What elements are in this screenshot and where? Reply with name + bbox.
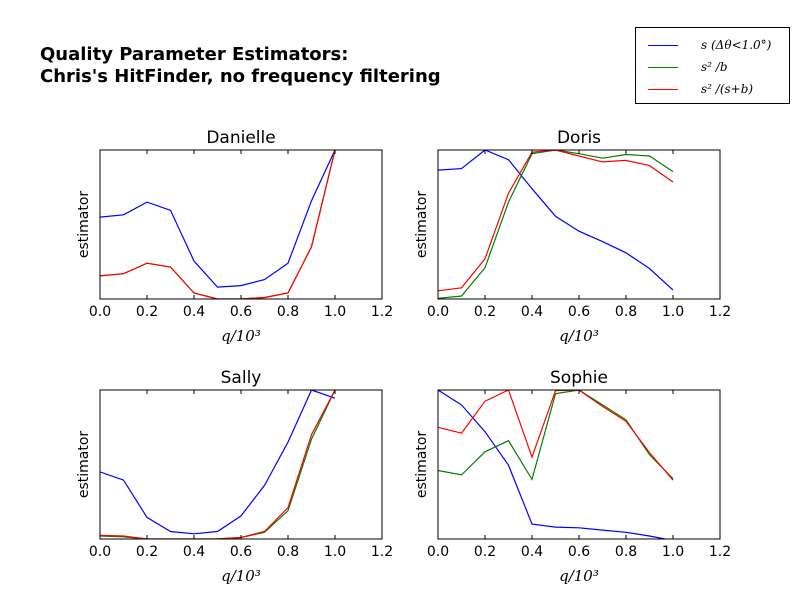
x-tick-label-3-2: 0.4	[521, 544, 543, 560]
legend-entry-s2-b: s² /b	[636, 58, 789, 78]
series-line-3-0	[438, 390, 669, 539]
axes-frame-2	[99, 389, 383, 540]
series-line-1-0	[438, 150, 674, 291]
series-line-1-1	[438, 150, 674, 299]
axes-frame-0	[99, 149, 383, 300]
y-axis-label-3: estimator	[414, 431, 430, 499]
x-axis-label-2: q/10³	[221, 567, 261, 585]
subplot-series-group-3	[438, 390, 674, 539]
axes-frame-3	[437, 389, 721, 540]
x-tick-label-2-5: 1.0	[324, 544, 346, 560]
x-tick-label-3-6: 1.2	[709, 544, 731, 560]
series-line-1-2	[438, 150, 674, 292]
y-axis-label-2: estimator	[76, 431, 92, 499]
x-tick-label-3-4: 0.8	[615, 544, 637, 560]
legend-entry-s2-sb: s² /(s+b)	[636, 80, 789, 100]
legend-entry-s: s (Δθ<1.0°)	[636, 36, 789, 56]
axes-frame-1	[437, 149, 721, 300]
x-tick-label-3-0: 0.0	[427, 544, 449, 560]
x-axis-label-1: q/10³	[559, 327, 599, 345]
legend: s (Δθ<1.0°) s² /b s² /(s+b)	[635, 27, 790, 104]
x-tick-label-2-0: 0.0	[89, 544, 111, 560]
x-tick-label-2-3: 0.6	[230, 544, 252, 560]
x-tick-label-3-5: 1.0	[662, 544, 684, 560]
subplot-title-2: Sally	[221, 368, 262, 388]
series-line-2-2	[100, 390, 336, 539]
x-tick-label-1-6: 1.2	[709, 304, 731, 320]
series-line-2-1	[100, 390, 336, 539]
x-tick-label-1-4: 0.8	[615, 304, 637, 320]
x-axis-label-3: q/10³	[559, 567, 599, 585]
x-tick-label-0-3: 0.6	[230, 304, 252, 320]
series-line-0-1	[100, 150, 336, 299]
subplot-series-group-1	[438, 150, 674, 299]
x-axis-label-0: q/10³	[221, 327, 261, 345]
x-tick-label-2-4: 0.8	[277, 544, 299, 560]
legend-label-s: s (Δθ<1.0°)	[701, 38, 772, 52]
x-tick-label-1-2: 0.4	[521, 304, 543, 320]
y-axis-label-0: estimator	[76, 191, 92, 259]
x-tick-label-2-1: 0.2	[136, 544, 158, 560]
x-tick-label-0-4: 0.8	[277, 304, 299, 320]
x-tick-label-0-5: 1.0	[324, 304, 346, 320]
y-axis-label-1: estimator	[414, 191, 430, 259]
x-tick-label-0-6: 1.2	[371, 304, 393, 320]
subplot-2: 0.0 0.2 0.4 0.6 0.8 1.0 1.2 Sally q/10³ estimator	[76, 368, 393, 585]
x-tick-label-2-6: 1.2	[371, 544, 393, 560]
series-line-2-0	[100, 390, 336, 535]
x-tick-label-1-0: 0.0	[427, 304, 449, 320]
figure-title: Quality Parameter Estimators: Chris's Hi…	[40, 44, 441, 88]
subplot-title-1: Doris	[557, 128, 601, 148]
series-line-0-0	[100, 150, 336, 288]
subplot-0: 0.0 0.2 0.4 0.6 0.8 1.0 1.2 Danielle q/10³ estima…	[76, 128, 393, 345]
figure-title-line-2: Chris's HitFinder, no frequency filterin…	[40, 66, 441, 87]
subplot-title-0: Danielle	[206, 128, 275, 148]
legend-swatch-red	[648, 89, 678, 90]
legend-swatch-blue	[648, 45, 678, 46]
figure-title-line-1: Quality Parameter Estimators:	[40, 44, 349, 65]
legend-swatch-green	[648, 67, 678, 68]
x-tick-label-1-3: 0.6	[568, 304, 590, 320]
series-line-3-1	[438, 390, 674, 481]
legend-label-s2-b: s² /b	[701, 60, 728, 74]
subplot-series-group-2	[100, 390, 336, 539]
series-line-3-2	[438, 390, 674, 481]
x-tick-label-0-1: 0.2	[136, 304, 158, 320]
x-tick-label-2-2: 0.4	[183, 544, 205, 560]
x-tick-label-0-0: 0.0	[89, 304, 111, 320]
subplot-title-3: Sophie	[550, 368, 608, 388]
subplot-3: 0.0 0.2 0.4 0.6 0.8 1.0 1.2 Sophie q/10³ estimato…	[414, 368, 731, 585]
legend-label-s2-sb: s² /(s+b)	[701, 82, 754, 96]
x-tick-label-3-1: 0.2	[474, 544, 496, 560]
x-tick-label-1-1: 0.2	[474, 304, 496, 320]
subplot-series-group-0	[100, 150, 336, 299]
series-line-0-2	[100, 150, 336, 299]
subplot-1: 0.0 0.2 0.4 0.6 0.8 1.0 1.2 Doris q/10³ estimator	[414, 128, 731, 345]
x-tick-label-3-3: 0.6	[568, 544, 590, 560]
x-tick-label-0-2: 0.4	[183, 304, 205, 320]
x-tick-label-1-5: 1.0	[662, 304, 684, 320]
